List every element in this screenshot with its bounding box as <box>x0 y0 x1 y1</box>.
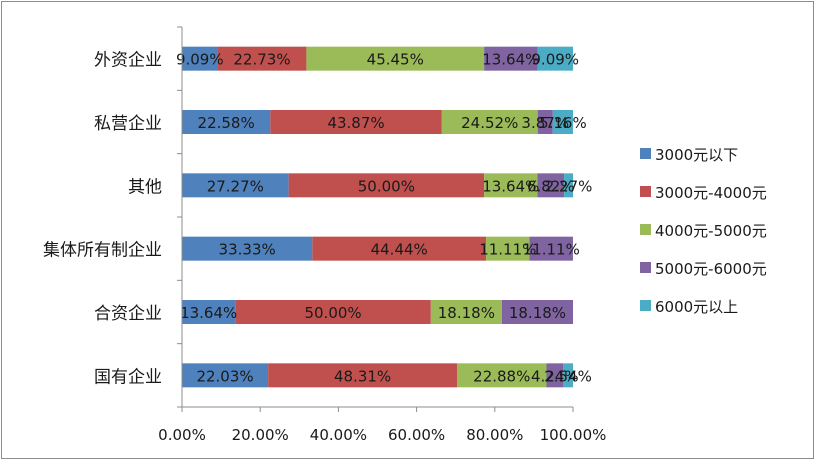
x-tick-label: 0.00% <box>158 426 206 444</box>
bar-segment <box>268 363 458 388</box>
bar-segment <box>457 363 547 388</box>
bar-segment <box>270 110 442 134</box>
data-label: 11.11% <box>479 241 536 259</box>
bar-segment <box>182 300 236 324</box>
bar-segment <box>537 46 573 71</box>
data-label: 13.64% <box>482 177 539 195</box>
data-label: 45.45% <box>367 51 424 69</box>
category-label: 外资企业 <box>94 51 162 71</box>
bar-segment <box>235 300 431 324</box>
bar-segment <box>537 110 553 134</box>
data-label: 9.09% <box>176 51 224 69</box>
category-label: 合资企业 <box>94 304 162 324</box>
data-labels: 22.03% 48.31% 22.88% 4.24%2.54% 13.64% 50.00%… <box>176 51 592 386</box>
data-label: 24.52% <box>461 114 518 132</box>
bar-segment <box>552 110 573 134</box>
x-tick-label: 40.00% <box>310 426 367 444</box>
data-label: 13.64% <box>180 304 237 322</box>
bar-segment <box>306 46 485 71</box>
legend-label: 5000元-6000元 <box>655 260 767 278</box>
legend-label: 3000元以下 <box>655 146 738 164</box>
data-label: 13.64% <box>482 51 539 69</box>
data-label: 22.88% <box>473 367 530 385</box>
x-tick-label: 80.00% <box>466 426 523 444</box>
data-label: 6.82% <box>527 177 575 195</box>
data-label: 2.27% <box>545 177 593 195</box>
data-label: 33.33% <box>219 241 276 259</box>
data-label: 5.16% <box>539 114 587 132</box>
data-label: 18.18% <box>509 304 566 322</box>
legend-swatch <box>640 224 651 235</box>
data-label: 11.11% <box>523 241 580 259</box>
data-label: 2.54% <box>544 367 592 385</box>
bar-segment <box>312 236 487 261</box>
legend-label: 6000元以上 <box>655 298 738 316</box>
bar-segment <box>501 300 573 324</box>
legend-label: 4000元-5000元 <box>655 222 767 240</box>
data-label: 43.87% <box>327 114 384 132</box>
data-label: 48.31% <box>334 367 391 385</box>
data-label: 3.87% <box>521 114 569 132</box>
bar-segment <box>182 363 269 388</box>
data-label: 18.18% <box>438 304 495 322</box>
axes: 国有企业 合资企业 集体所有制企业 其他 私营企业 外资企业 0.00% 20.00% 40.0… <box>43 26 607 444</box>
bar-segment <box>182 46 218 71</box>
data-label: 50.00% <box>358 177 415 195</box>
category-label: 集体所有制企业 <box>43 241 162 261</box>
category-label: 其他 <box>128 177 162 197</box>
data-label: 27.27% <box>207 177 264 195</box>
bar-segment <box>484 173 538 198</box>
data-label: 44.44% <box>371 241 428 259</box>
bar-segment <box>486 236 530 261</box>
bar-segment <box>564 173 573 198</box>
bar-segment <box>182 173 289 198</box>
data-label: 50.00% <box>304 304 361 322</box>
data-label: 9.09% <box>531 51 579 69</box>
bar-segment <box>441 110 538 134</box>
legend-swatch <box>640 148 651 159</box>
legend-label: 3000元-4000元 <box>655 184 767 202</box>
x-tick-label: 20.00% <box>232 426 289 444</box>
bar-segment <box>484 46 538 71</box>
legend-swatch <box>640 262 651 273</box>
data-label: 22.73% <box>233 51 290 69</box>
bar-area <box>182 46 573 388</box>
bar-segment <box>217 46 307 71</box>
bar-segment <box>430 300 502 324</box>
category-label: 私营企业 <box>94 114 162 134</box>
bar-segment <box>182 236 313 261</box>
data-label: 4.24% <box>531 367 579 385</box>
bar-segment <box>288 173 485 198</box>
bar-segment <box>182 110 271 134</box>
legend: 3000元以下 3000元-4000元 4000元-5000元 5000元-6000元… <box>640 146 767 316</box>
data-label: 22.03% <box>196 367 253 385</box>
legend-swatch <box>640 300 651 311</box>
data-label: 22.58% <box>198 114 255 132</box>
bar-segment <box>563 363 573 388</box>
bar-segment <box>537 173 565 198</box>
bar-segment <box>529 236 573 261</box>
x-tick-label: 100.00% <box>540 426 607 444</box>
x-tick-label: 60.00% <box>388 426 445 444</box>
category-label: 国有企业 <box>94 367 162 387</box>
legend-swatch <box>640 186 651 197</box>
bar-segment <box>546 363 564 388</box>
